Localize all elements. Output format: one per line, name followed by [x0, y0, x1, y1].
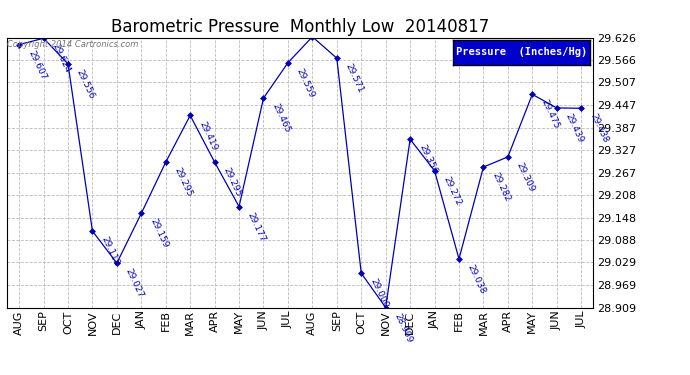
Text: 29.038: 29.038 — [466, 263, 487, 296]
Title: Barometric Pressure  Monthly Low  20140817: Barometric Pressure Monthly Low 20140817 — [111, 18, 489, 36]
Text: 29.272: 29.272 — [442, 175, 463, 207]
Text: 29.465: 29.465 — [270, 102, 292, 135]
Text: 29.177: 29.177 — [246, 211, 268, 243]
Text: 29.027: 29.027 — [124, 267, 145, 300]
Text: 29.571: 29.571 — [344, 62, 365, 95]
Text: 29.309: 29.309 — [515, 161, 536, 194]
Text: 29.439: 29.439 — [564, 112, 585, 144]
Text: Copyright 2014 Cartronics.com: Copyright 2014 Cartronics.com — [8, 40, 139, 49]
Text: 29.419: 29.419 — [197, 120, 219, 152]
Text: 29.559: 29.559 — [295, 67, 316, 99]
Text: 29.282: 29.282 — [491, 171, 512, 203]
Text: 29.624: 29.624 — [50, 42, 72, 75]
Text: 29.438: 29.438 — [588, 112, 609, 145]
Text: 29.295: 29.295 — [221, 166, 243, 198]
Text: 29.607: 29.607 — [26, 49, 48, 81]
Text: 29.556: 29.556 — [75, 68, 97, 100]
Text: 29.295: 29.295 — [172, 166, 194, 198]
Text: 29.356: 29.356 — [417, 143, 439, 176]
Text: 29.628: 29.628 — [0, 374, 1, 375]
Text: 29.112: 29.112 — [99, 235, 121, 267]
Text: 29.000: 29.000 — [368, 278, 390, 310]
Text: 29.475: 29.475 — [540, 99, 561, 131]
Text: 28.909: 28.909 — [393, 312, 414, 344]
Text: 29.159: 29.159 — [148, 217, 170, 250]
